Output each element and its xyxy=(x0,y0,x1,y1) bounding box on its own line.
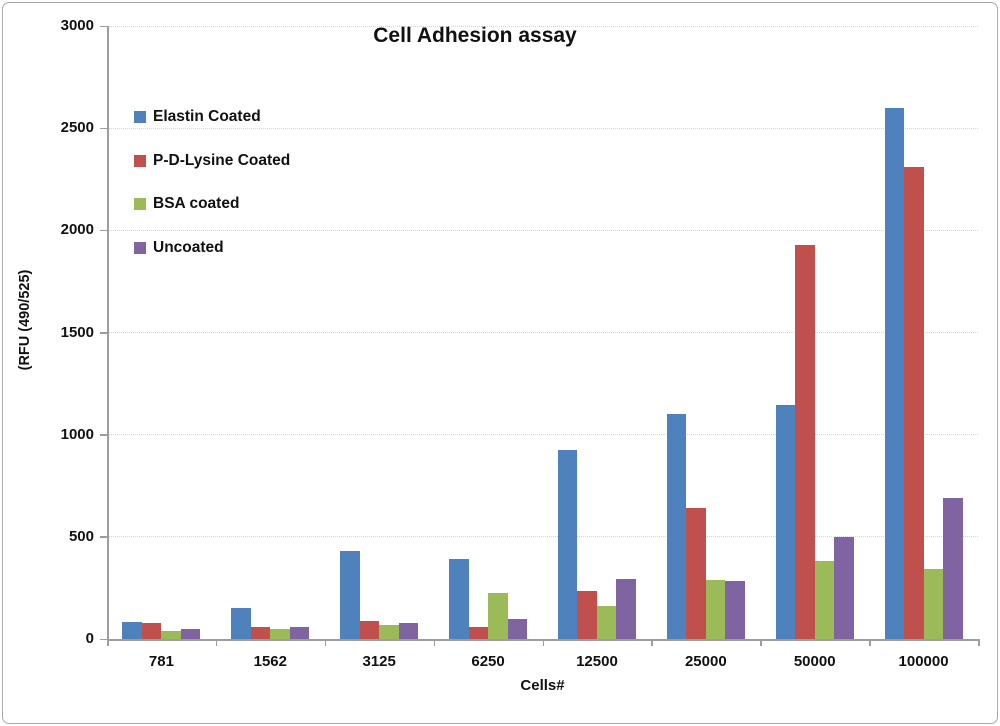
bar-bsa-coated-6250 xyxy=(488,593,508,639)
y-axis-tick-label-2500: 2500 xyxy=(60,119,94,137)
y-axis-tick-2500 xyxy=(100,127,107,130)
bar-uncoated-1562 xyxy=(289,626,310,639)
bar-p-d-lysine-coated-100000 xyxy=(904,166,924,639)
gridline-1000 xyxy=(107,434,978,436)
x-axis-tick-label-1562: 1562 xyxy=(253,653,287,670)
y-axis-tick-0 xyxy=(100,638,107,640)
bar-elastin-coated-100000 xyxy=(884,107,905,639)
legend-item-bsa-coated: BSA coated xyxy=(134,182,290,226)
gridline-2000 xyxy=(107,229,978,231)
bar-p-d-lysine-coated-25000 xyxy=(686,508,706,639)
y-axis-tick-2000 xyxy=(100,229,107,232)
y-axis-tick-label-500: 500 xyxy=(68,527,94,545)
y-axis-tick-500 xyxy=(100,536,107,538)
bar-bsa-coated-25000 xyxy=(705,579,726,639)
y-axis-tick-label-2000: 2000 xyxy=(60,221,94,239)
bar-elastin-coated-50000 xyxy=(775,405,796,639)
x-axis-tick-label-781: 781 xyxy=(148,653,174,670)
legend-label: BSA coated xyxy=(153,195,240,213)
chart-title: Cell Adhesion assay xyxy=(373,24,577,47)
bar-uncoated-25000 xyxy=(725,580,745,639)
bar-bsa-coated-1562 xyxy=(270,628,290,639)
bar-p-d-lysine-coated-6250 xyxy=(468,626,489,639)
bar-uncoated-50000 xyxy=(834,536,854,639)
gridline-500 xyxy=(107,536,978,538)
x-axis-tick-2 xyxy=(324,639,327,646)
bar-uncoated-12500 xyxy=(616,578,636,639)
bar-elastin-coated-25000 xyxy=(666,414,687,639)
x-axis-title: Cells# xyxy=(520,677,565,694)
x-axis-tick-1 xyxy=(215,639,218,646)
y-axis-tick-label-1500: 1500 xyxy=(60,323,94,341)
bar-p-d-lysine-coated-50000 xyxy=(795,244,815,639)
bar-uncoated-781 xyxy=(180,628,201,639)
gridline-3000 xyxy=(107,25,978,27)
x-axis-tick-label-100000: 100000 xyxy=(898,653,949,670)
bar-p-d-lysine-coated-1562 xyxy=(250,626,271,639)
legend-item-uncoated: Uncoated xyxy=(134,226,290,270)
legend-item-p-d-lysine-coated: P-D-Lysine Coated xyxy=(134,139,290,183)
bar-elastin-coated-6250 xyxy=(449,559,469,639)
bar-uncoated-100000 xyxy=(943,498,963,639)
x-axis-tick-5 xyxy=(651,639,653,646)
legend-label: P-D-Lysine Coated xyxy=(153,151,291,169)
y-axis-title: (RFU (490/525) xyxy=(17,269,33,371)
x-axis-tick-6 xyxy=(760,639,762,646)
legend-swatch-icon xyxy=(134,154,146,167)
bar-elastin-coated-1562 xyxy=(231,608,251,639)
legend-label: Uncoated xyxy=(153,238,224,256)
legend-swatch-icon xyxy=(134,110,146,123)
legend-swatch-icon xyxy=(134,198,146,211)
y-axis-tick-label-0: 0 xyxy=(85,630,94,647)
legend: Elastin Coated P-D-Lysine Coated BSA coate… xyxy=(134,95,290,270)
x-axis-tick-8 xyxy=(978,639,980,646)
y-axis-tick-label-1000: 1000 xyxy=(60,425,94,443)
gridline-2500 xyxy=(107,127,978,129)
y-axis-tick-1000 xyxy=(100,434,107,436)
x-axis-tick-7 xyxy=(869,639,871,646)
y-axis-tick-label-3000: 3000 xyxy=(60,17,94,34)
bar-p-d-lysine-coated-3125 xyxy=(359,620,380,639)
bar-bsa-coated-100000 xyxy=(923,568,944,639)
x-axis-tick-label-50000: 50000 xyxy=(793,653,836,670)
y-axis-line xyxy=(107,26,109,639)
legend-swatch-icon xyxy=(134,241,146,254)
bar-bsa-coated-50000 xyxy=(814,561,835,639)
y-axis-tick-1500 xyxy=(100,332,107,334)
x-axis-tick-0 xyxy=(107,639,109,646)
gridline-1500 xyxy=(107,332,978,333)
bar-p-d-lysine-coated-781 xyxy=(141,622,162,639)
bar-bsa-coated-3125 xyxy=(379,624,399,639)
bar-elastin-coated-3125 xyxy=(340,551,360,639)
bar-uncoated-3125 xyxy=(398,622,419,639)
bar-p-d-lysine-coated-12500 xyxy=(577,590,597,639)
x-axis-tick-3 xyxy=(433,639,436,646)
bar-bsa-coated-781 xyxy=(161,630,181,639)
bar-elastin-coated-12500 xyxy=(557,449,578,639)
x-axis-tick-label-3125: 3125 xyxy=(362,653,396,670)
bar-bsa-coated-12500 xyxy=(596,606,617,639)
legend-item-elastin-coated: Elastin Coated xyxy=(134,95,290,139)
bar-uncoated-6250 xyxy=(507,618,528,639)
legend-label: Elastin Coated xyxy=(153,107,261,125)
bar-elastin-coated-781 xyxy=(122,621,142,639)
x-axis-tick-label-25000: 25000 xyxy=(684,653,727,670)
y-axis-tick-3000 xyxy=(100,25,107,27)
x-axis-tick-label-6250: 6250 xyxy=(471,653,505,670)
x-axis-tick-label-12500: 12500 xyxy=(576,653,618,670)
x-axis-tick-4 xyxy=(542,639,544,646)
